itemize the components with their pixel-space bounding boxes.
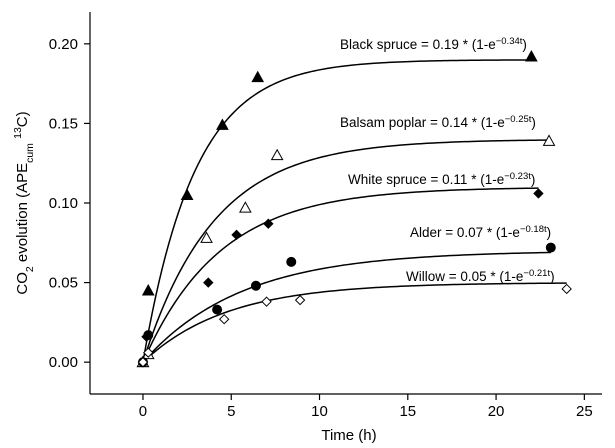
white-spruce-data-point [533, 188, 544, 199]
willow-data-point [218, 313, 230, 325]
y-tick-label: 0.20 [49, 36, 78, 53]
black-spruce-data-point [251, 70, 265, 83]
y-tick-label: 0.10 [49, 195, 78, 212]
white-spruce-fit-curve [142, 187, 539, 363]
black-spruce-data-point [525, 50, 538, 62]
alder-fit-curve [142, 251, 551, 363]
willow-data-point [561, 283, 572, 295]
alder-data-point [545, 242, 556, 253]
x-tick-label: 0 [139, 403, 147, 420]
balsam-poplar-data-point [239, 201, 252, 213]
willow-data-point [143, 347, 154, 358]
x-tick-label: 20 [488, 403, 505, 420]
willow-fit-curve [142, 282, 567, 363]
alder-equation-label: Alder = 0.07 * (1-e−0.18t) [410, 224, 551, 241]
plot-axes [89, 12, 602, 395]
white-spruce-data-point [231, 229, 242, 241]
x-ticks: 0 5 10 15 20 25 [139, 394, 593, 420]
data-points [136, 50, 572, 368]
x-tick-label: 25 [576, 403, 593, 420]
white-spruce-data-point [203, 277, 214, 288]
black-spruce-fit-curve [142, 59, 532, 363]
alder-data-point [212, 304, 223, 315]
alder-data-point [286, 256, 297, 267]
y-tick-label: 0.15 [49, 115, 78, 132]
equation-labels: Black spruce = 0.19 * (1-e−0.34t) Balsam … [340, 36, 555, 285]
balsam-poplar-fit-curve [142, 139, 550, 363]
alder-data-point [143, 330, 154, 341]
willow-equation-label: Willow = 0.05 * (1-e−0.21t) [406, 268, 555, 285]
fit-curves [142, 59, 567, 363]
x-axis-title: Time (h) [321, 427, 376, 444]
y-axis-title: CO2 evolution (APEcum 13C) [12, 111, 36, 294]
black-spruce-data-point [180, 188, 194, 200]
white-spruce-data-point [263, 218, 274, 229]
black-spruce-data-point [141, 284, 155, 296]
balsam-poplar-equation-label: Balsam poplar = 0.14 * (1-e−0.25t) [340, 114, 536, 131]
white-spruce-equation-label: White spruce = 0.11 * (1-e−0.23t) [348, 171, 535, 188]
willow-data-point [261, 296, 272, 307]
black-spruce-data-point [216, 118, 229, 130]
x-tick-label: 15 [399, 403, 416, 420]
balsam-poplar-data-point [270, 148, 284, 161]
balsam-poplar-data-point [542, 134, 556, 146]
y-tick-label: 0.00 [49, 354, 78, 371]
willow-data-point [294, 294, 306, 306]
balsam-poplar-data-point [200, 231, 213, 243]
y-ticks: 0.00 0.05 0.10 0.15 0.20 [49, 36, 90, 371]
y-tick-label: 0.05 [49, 275, 78, 292]
x-tick-label: 10 [311, 403, 328, 420]
x-tick-label: 5 [227, 403, 235, 420]
black-spruce-equation-label: Black spruce = 0.19 * (1-e−0.34t) [340, 36, 527, 53]
alder-data-point [250, 280, 261, 291]
willow-data-point [137, 356, 149, 368]
